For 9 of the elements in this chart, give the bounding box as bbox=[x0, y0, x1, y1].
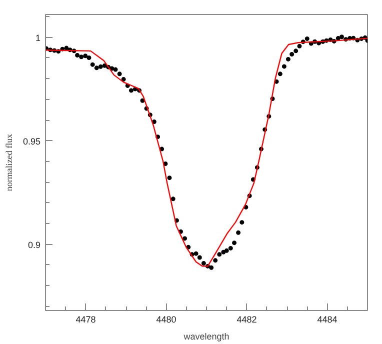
y-tick-label: 0.9 bbox=[28, 240, 41, 250]
y-axis-title: normalized flux bbox=[4, 133, 14, 192]
y-tick-label: 1 bbox=[35, 32, 41, 43]
y-tick-label: 0.95 bbox=[22, 136, 41, 146]
x-axis-title: wavelength bbox=[182, 332, 230, 342]
x-tick-label: 4484 bbox=[317, 314, 338, 324]
x-tick-label: 4478 bbox=[76, 314, 96, 324]
x-tick-label: 4480 bbox=[156, 314, 176, 324]
x-tick-label: 4482 bbox=[236, 314, 257, 324]
